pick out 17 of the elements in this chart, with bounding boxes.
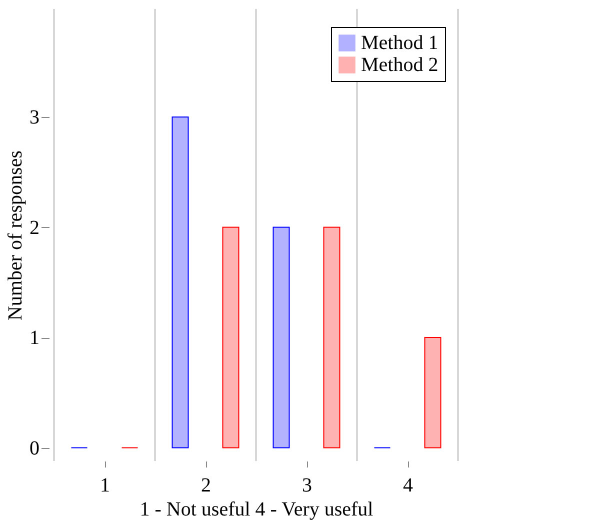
bar	[323, 226, 340, 448]
x-tick-label: 3	[302, 474, 312, 496]
bar	[424, 337, 442, 448]
x-tick-label: 1	[100, 474, 110, 496]
x-tick-label: 2	[201, 474, 211, 496]
bar	[172, 116, 189, 448]
bar	[222, 226, 240, 448]
legend-label: Method 2	[361, 54, 438, 76]
x-tick-label: 4	[403, 474, 413, 496]
legend-label: Method 1	[361, 32, 438, 54]
x-axis-title: 1 - Not useful 4 - Very useful	[140, 498, 374, 520]
y-tick-label: 0	[30, 437, 40, 460]
y-tick-label: 2	[30, 216, 40, 239]
y-tick-label: 3	[30, 106, 40, 129]
y-axis-title: Number of responses	[4, 150, 26, 320]
bar	[272, 226, 290, 448]
y-tick-label: 1	[30, 327, 40, 350]
